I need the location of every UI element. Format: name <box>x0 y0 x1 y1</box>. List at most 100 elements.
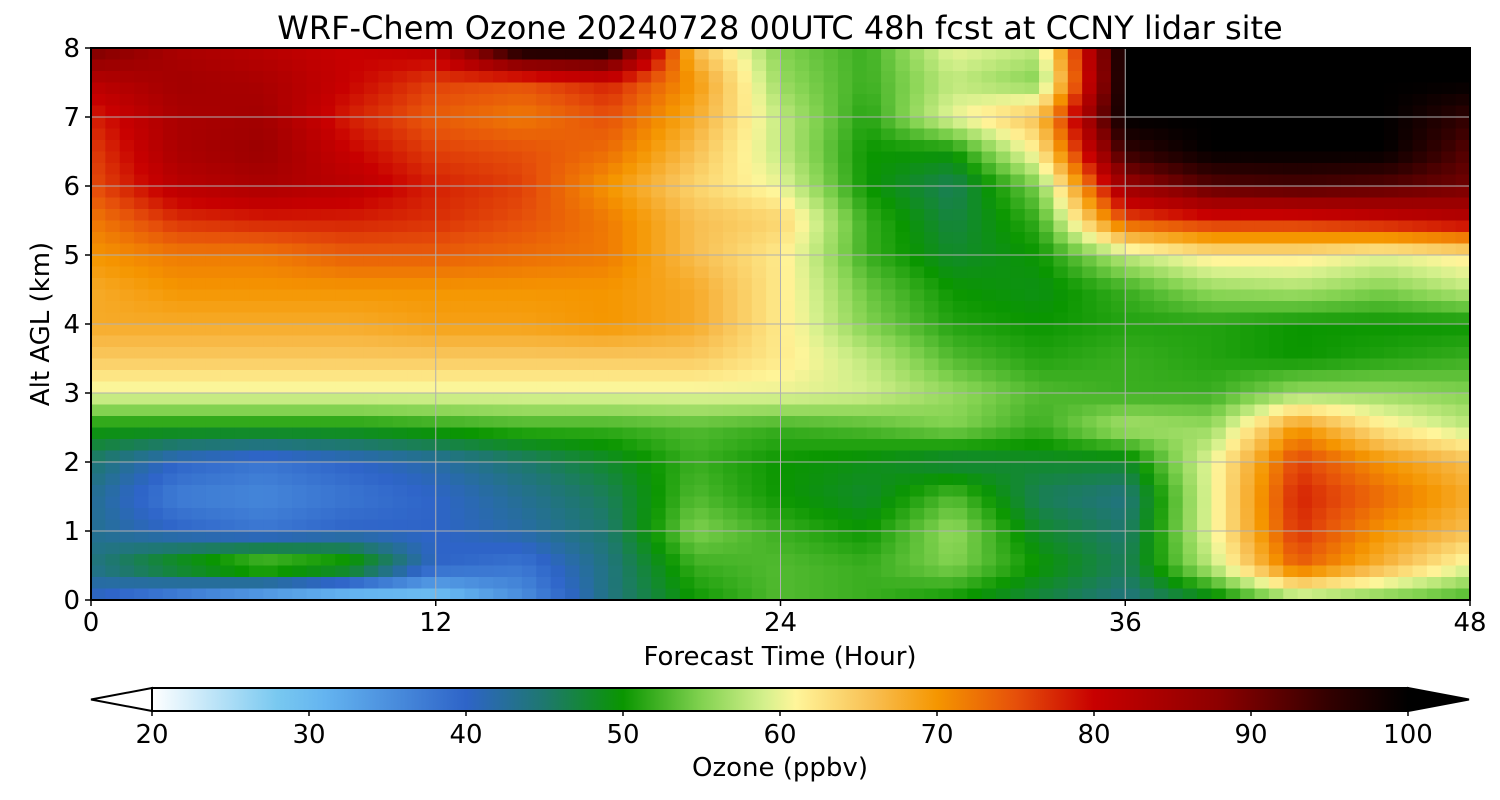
heatmap-cell <box>1010 450 1026 463</box>
heatmap-cell <box>1211 59 1227 72</box>
heatmap-cell <box>1355 531 1371 544</box>
heatmap-cell <box>794 324 810 337</box>
heatmap-cell <box>105 404 121 417</box>
heatmap-cell <box>363 48 379 61</box>
heatmap-cell <box>1153 94 1169 107</box>
heatmap-cell <box>651 496 667 509</box>
heatmap-cell <box>723 71 738 84</box>
heatmap-cell <box>837 404 853 417</box>
heatmap-cell <box>220 220 236 233</box>
heatmap-cell <box>335 289 351 302</box>
heatmap-cell <box>162 151 178 164</box>
heatmap-cell <box>1067 347 1083 360</box>
heatmap-cell <box>1398 140 1414 153</box>
heatmap-cell <box>177 416 193 429</box>
heatmap-cell <box>694 255 710 268</box>
heatmap-cell <box>1225 404 1241 417</box>
heatmap-cell <box>766 542 782 555</box>
heatmap-cell <box>981 347 997 360</box>
heatmap-cell <box>134 186 150 199</box>
y-tick-label: 7 <box>63 103 80 133</box>
heatmap-cell <box>694 232 710 245</box>
heatmap-cell <box>995 117 1011 130</box>
heatmap-cell <box>407 289 422 302</box>
heatmap-cell <box>665 48 681 61</box>
heatmap-cell <box>751 140 767 153</box>
heatmap-cell <box>450 128 466 141</box>
heatmap-cell <box>349 496 365 509</box>
heatmap-cell <box>1441 266 1457 279</box>
heatmap-cell <box>881 508 897 521</box>
heatmap-cell <box>363 266 379 279</box>
heatmap-cell <box>292 243 308 256</box>
heatmap-cell <box>794 312 810 325</box>
heatmap-cell <box>636 186 652 199</box>
heatmap-cell <box>967 220 983 233</box>
heatmap-cell <box>995 416 1011 429</box>
heatmap-cell <box>335 427 351 440</box>
heatmap-cell <box>651 197 667 210</box>
heatmap-cell <box>565 48 580 61</box>
heatmap-cell <box>895 232 911 245</box>
heatmap-cell <box>148 565 164 578</box>
heatmap-cell <box>1096 542 1112 555</box>
heatmap-cell <box>1441 48 1457 61</box>
heatmap-cell <box>435 370 451 383</box>
heatmap-cell <box>1182 209 1198 222</box>
heatmap-cell <box>205 197 221 210</box>
heatmap-cell <box>579 59 595 72</box>
heatmap-cell <box>407 209 422 222</box>
heatmap-cell <box>1211 209 1227 222</box>
heatmap-cell <box>220 462 236 475</box>
heatmap-cell <box>981 140 997 153</box>
heatmap-cell <box>1197 473 1213 486</box>
heatmap-cell <box>1240 48 1256 61</box>
heatmap-cell <box>708 473 724 486</box>
x-tick-label: 48 <box>1453 608 1486 638</box>
heatmap-cell <box>1067 174 1083 187</box>
heatmap-cell <box>292 232 308 245</box>
heatmap-cell <box>665 105 681 118</box>
heatmap-cell <box>162 163 178 176</box>
heatmap-cell <box>378 381 394 394</box>
heatmap-cell <box>579 312 595 325</box>
heatmap-cell <box>651 48 667 61</box>
heatmap-cell <box>1311 82 1327 95</box>
heatmap-cell <box>737 59 753 72</box>
heatmap-cell <box>220 94 236 107</box>
heatmap-cell <box>234 82 250 95</box>
heatmap-cell <box>852 577 868 590</box>
heatmap-cell <box>119 554 135 567</box>
heatmap-cell <box>263 462 279 475</box>
heatmap-cell <box>277 577 293 590</box>
heatmap-cell <box>866 220 882 233</box>
heatmap-cell <box>1197 197 1213 210</box>
heatmap-cell <box>1383 519 1399 532</box>
heatmap-cell <box>407 105 422 118</box>
heatmap-cell <box>794 347 810 360</box>
heatmap-cell <box>263 117 279 130</box>
heatmap-cell <box>967 151 983 164</box>
heatmap-cell <box>1254 301 1270 314</box>
heatmap-cell <box>134 404 150 417</box>
heatmap-cell <box>1168 404 1184 417</box>
heatmap-cell <box>277 105 293 118</box>
heatmap-cell <box>866 485 882 498</box>
heatmap-cell <box>450 82 466 95</box>
heatmap-cell <box>967 59 983 72</box>
heatmap-cell <box>134 370 150 383</box>
heatmap-cell <box>1426 255 1442 268</box>
heatmap-cell <box>335 82 351 95</box>
heatmap-cell <box>177 335 193 348</box>
heatmap-cell <box>1311 393 1327 406</box>
heatmap-cell <box>1182 393 1198 406</box>
heatmap-cell <box>967 289 983 302</box>
heatmap-cell <box>837 278 853 291</box>
heatmap-cell <box>1455 508 1471 521</box>
heatmap-cell <box>205 519 221 532</box>
heatmap-cell <box>794 243 810 256</box>
heatmap-cell <box>967 128 983 141</box>
heatmap-cell <box>967 197 983 210</box>
heatmap-cell <box>1110 324 1126 337</box>
heatmap-cell <box>766 140 782 153</box>
